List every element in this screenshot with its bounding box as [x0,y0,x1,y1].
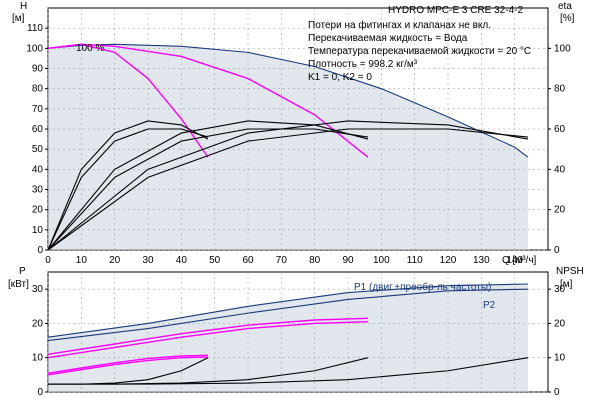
series-label-p2: P2 [483,300,496,311]
series-line-eta-3pump-a [47,120,529,251]
operating-range-area [48,44,528,250]
chart-note: K1 = 0, K2 = 0 [308,72,372,83]
x-tick-label: 0 [45,255,51,266]
series-label-p1: P1 (двиг.+преобр-ль частоты) [354,281,491,293]
y-tick-label-right: 0 [554,387,560,398]
x-tick-label: 40 [176,255,188,266]
x-tick-label: 120 [440,255,457,266]
y-tick-label-right: 100 [554,43,571,54]
series-line-eta-3pump-b [47,128,529,251]
y-axis-label-npsh: NPSH [556,266,584,277]
x-tick-label: 110 [407,255,423,266]
chart-title: HYDRO MPC-E 3 CRE 32-4-2 [388,5,523,16]
x-tick-label: 80 [309,255,321,266]
x-tick-label: 50 [209,255,221,266]
y-tick-label-left: 40 [32,164,44,175]
x-tick-label: 30 [142,255,154,266]
chart-note: Перекачиваемая жидкость = Вода [308,33,468,44]
series-line-p2-1pump [47,356,209,376]
x-tick-label: 60 [242,255,254,266]
y-tick-label-left: 50 [32,144,44,155]
y-axis-label-h: H [20,1,27,12]
x-tick-label: 20 [109,255,121,266]
chart-note: Температура перекачиваемой жидкости = 20… [308,46,531,57]
y-tick-label-left: 20 [32,205,44,216]
y-tick-label-right: 80 [554,84,566,95]
y-tick-label-left: 60 [32,124,44,135]
x-tick-label: 140 [506,255,523,266]
y-tick-label-left: 90 [32,64,44,75]
y-tick-label-right: 20 [554,205,566,216]
series-line-series-1 [47,288,529,342]
y-tick-label-left: 80 [32,84,44,95]
y-tick-label-right: 10 [554,353,566,364]
series-line-p1-1pump [47,354,209,374]
series-line-head-2pump [47,43,369,158]
chart-note: Потери на фитингах и клапанах не вкл. [308,19,491,31]
series-line-eta-2pump-a [47,120,369,251]
y-tick-label-left: 10 [32,225,44,236]
y-tick-label-left: 10 [32,353,44,364]
series-line-series-0 [47,283,529,338]
y-axis-label-p: P [19,266,26,277]
series-line-eta-1pump-b [47,128,209,251]
y-tick-label-right: 0 [554,245,560,256]
annotation-100-percent: 100 % [76,43,104,54]
series-line-p1-2pump [47,317,369,355]
x-tick-label: 130 [473,255,490,266]
y-tick-label-right: 60 [554,124,566,135]
y-tick-label-left: 30 [32,284,44,295]
y-tick-label-left: 100 [26,43,43,54]
chart-note: Плотность = 998.2 кг/м³ [308,59,418,70]
x-axis-label: Q [м³/ч] [502,255,537,266]
y-tick-label-left: 0 [37,245,43,256]
y-tick-label-left: 30 [32,185,44,196]
x-tick-label: 10 [76,255,88,266]
x-tick-label: 100 [373,255,390,266]
series-line-npsh-3pump [48,357,529,385]
y-tick-label-right: 20 [554,318,566,329]
series-line-eta-1pump-a [47,120,209,251]
y-tick-label-left: 0 [37,387,43,398]
power-range-area [48,284,528,392]
y-axis-unit-h: [м] [12,13,25,24]
y-axis-unit-p: [кВт] [8,279,29,290]
x-tick-label: 90 [342,255,354,266]
series-line-p2-2pump [47,321,369,359]
y-axis-unit-npsh: [м] [560,279,573,290]
y-tick-label-right: 30 [554,284,566,295]
y-tick-label-left: 70 [32,104,44,115]
x-tick-label: 70 [276,255,288,266]
y-tick-label-left: 20 [32,318,44,329]
y-axis-label-eta: eta [558,1,572,12]
y-tick-label-right: 40 [554,164,566,175]
series-line-eta-2pump-b [47,128,369,251]
y-tick-label-left: 110 [27,23,43,34]
y-axis-unit-eta: [%] [560,13,575,24]
